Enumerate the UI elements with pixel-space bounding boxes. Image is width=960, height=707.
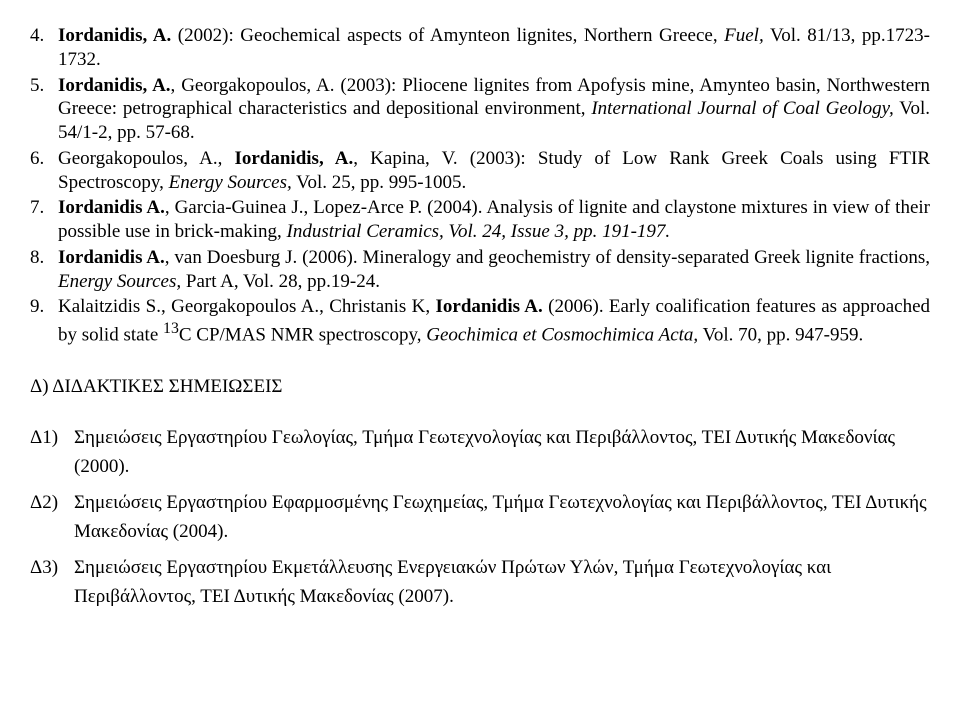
reference-item: 6.Georgakopoulos, A., Iordanidis, A., Ka… <box>30 147 930 195</box>
reference-number: 8. <box>30 246 58 294</box>
section-title: Δ) ΔΙΔΑΚΤΙΚΕΣ ΣΗΜΕΙΩΣΕΙΣ <box>30 375 930 399</box>
note-item: Δ2)Σημειώσεις Εργαστηρίου Εφαρμοσμένης Γ… <box>30 488 930 547</box>
note-number: Δ1) <box>30 423 70 482</box>
reference-body: Iordanidis, A., Georgakopoulos, A. (2003… <box>58 74 930 145</box>
reference-item: 4.Iordanidis, A. (2002): Geochemical asp… <box>30 24 930 72</box>
note-body: Σημειώσεις Εργαστηρίου Εκμετάλλευσης Ενε… <box>70 553 930 612</box>
note-item: Δ3)Σημειώσεις Εργαστηρίου Εκμετάλλευσης … <box>30 553 930 612</box>
reference-body: Georgakopoulos, A., Iordanidis, A., Kapi… <box>58 147 930 195</box>
reference-body: Iordanidis A., van Doesburg J. (2006). M… <box>58 246 930 294</box>
reference-number: 5. <box>30 74 58 145</box>
reference-item: 7.Iordanidis A., Garcia-Guinea J., Lopez… <box>30 196 930 244</box>
reference-number: 7. <box>30 196 58 244</box>
reference-item: 8.Iordanidis A., van Doesburg J. (2006).… <box>30 246 930 294</box>
reference-number: 6. <box>30 147 58 195</box>
note-item: Δ1)Σημειώσεις Εργαστηρίου Γεωλογίας, Τμή… <box>30 423 930 482</box>
reference-body: Kalaitzidis S., Georgakopoulos A., Chris… <box>58 295 930 347</box>
reference-item: 9.Kalaitzidis S., Georgakopoulos A., Chr… <box>30 295 930 347</box>
note-body: Σημειώσεις Εργαστηρίου Εφαρμοσμένης Γεωχ… <box>70 488 930 547</box>
reference-body: Iordanidis, A. (2002): Geochemical aspec… <box>58 24 930 72</box>
note-number: Δ3) <box>30 553 70 612</box>
note-body: Σημειώσεις Εργαστηρίου Γεωλογίας, Τμήμα … <box>70 423 930 482</box>
reference-number: 4. <box>30 24 58 72</box>
reference-number: 9. <box>30 295 58 347</box>
reference-body: Iordanidis A., Garcia-Guinea J., Lopez-A… <box>58 196 930 244</box>
notes-list: Δ1)Σημειώσεις Εργαστηρίου Γεωλογίας, Τμή… <box>30 423 930 612</box>
note-number: Δ2) <box>30 488 70 547</box>
references-list: 4.Iordanidis, A. (2002): Geochemical asp… <box>30 24 930 347</box>
reference-item: 5.Iordanidis, A., Georgakopoulos, A. (20… <box>30 74 930 145</box>
